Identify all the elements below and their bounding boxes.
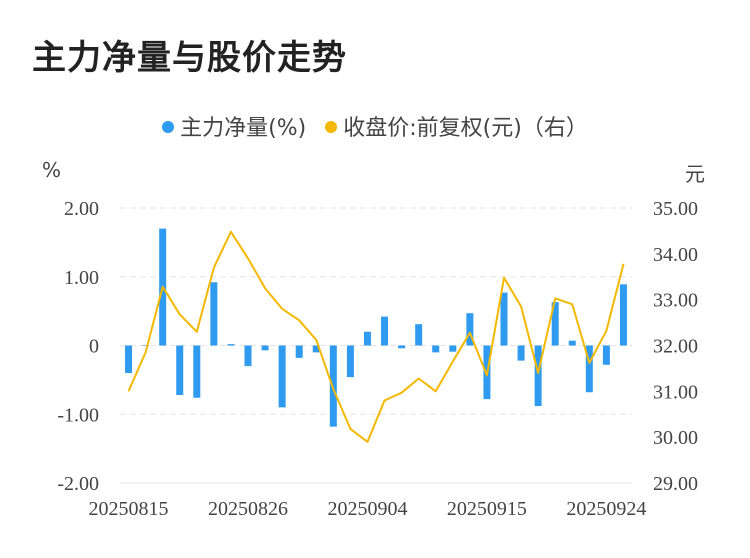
x-tick-label: 20250826 [208,498,288,520]
bar[interactable] [568,340,576,346]
right-tick-label: 34.00 [653,244,698,266]
bar[interactable] [125,345,133,374]
bar[interactable] [346,345,354,378]
x-tick-label: 20250904 [327,498,407,520]
left-tick-label: 2.00 [64,198,99,220]
bar[interactable] [312,345,320,353]
bar[interactable] [602,345,610,365]
right-tick-label: 31.00 [653,381,698,403]
bar[interactable] [210,282,218,346]
bar[interactable] [534,345,542,407]
bar[interactable] [261,345,269,351]
bar[interactable] [449,345,457,352]
bar[interactable] [278,345,286,408]
bar[interactable] [176,345,184,396]
legend-dot-close-price [325,121,338,133]
right-tick-label: 35.00 [653,198,698,220]
left-tick-label: 0 [89,336,99,358]
legend-dot-net-volume [162,121,175,133]
bar[interactable] [363,331,371,346]
chart-title: 主力净量与股价走势 [32,38,347,78]
bar[interactable] [398,345,406,349]
bar[interactable] [295,345,303,358]
bar[interactable] [500,292,508,346]
left-tick-label: 1.00 [64,267,99,289]
left-tick-label: -2.00 [57,473,99,495]
left-tick-label: -1.00 [57,404,99,426]
close-price-line[interactable] [127,230,625,443]
bar[interactable] [381,316,389,346]
bar[interactable] [517,345,525,361]
bar[interactable] [193,345,201,398]
legend-label-close-price: 收盘价:前复权(元)（右） [343,116,588,141]
bar[interactable] [142,345,150,347]
right-axis-unit: 元 [685,162,705,186]
bar[interactable] [466,313,474,346]
bar[interactable] [619,284,627,346]
x-tick-label: 20250915 [447,498,527,520]
bar[interactable] [244,345,252,367]
right-tick-label: 32.00 [653,336,698,358]
bar[interactable] [227,344,235,346]
x-tick-label: 20250924 [566,498,646,520]
legend-item-close-price[interactable]: 收盘价:前复权(元)（右） [325,110,588,142]
right-tick-label: 33.00 [653,290,698,312]
bar[interactable] [415,324,423,346]
right-tick-label: 30.00 [653,427,698,449]
legend: 主力净量(%) 收盘价:前复权(元)（右） [0,110,750,142]
x-tick-label: 20250815 [89,498,169,520]
left-axis-unit: % [42,158,62,182]
right-tick-label: 29.00 [653,473,698,495]
legend-label-net-volume: 主力净量(%) [180,116,307,141]
bar[interactable] [432,345,440,353]
bar[interactable] [585,345,593,393]
bar[interactable] [551,302,559,346]
legend-item-net-volume[interactable]: 主力净量(%) [162,110,306,142]
